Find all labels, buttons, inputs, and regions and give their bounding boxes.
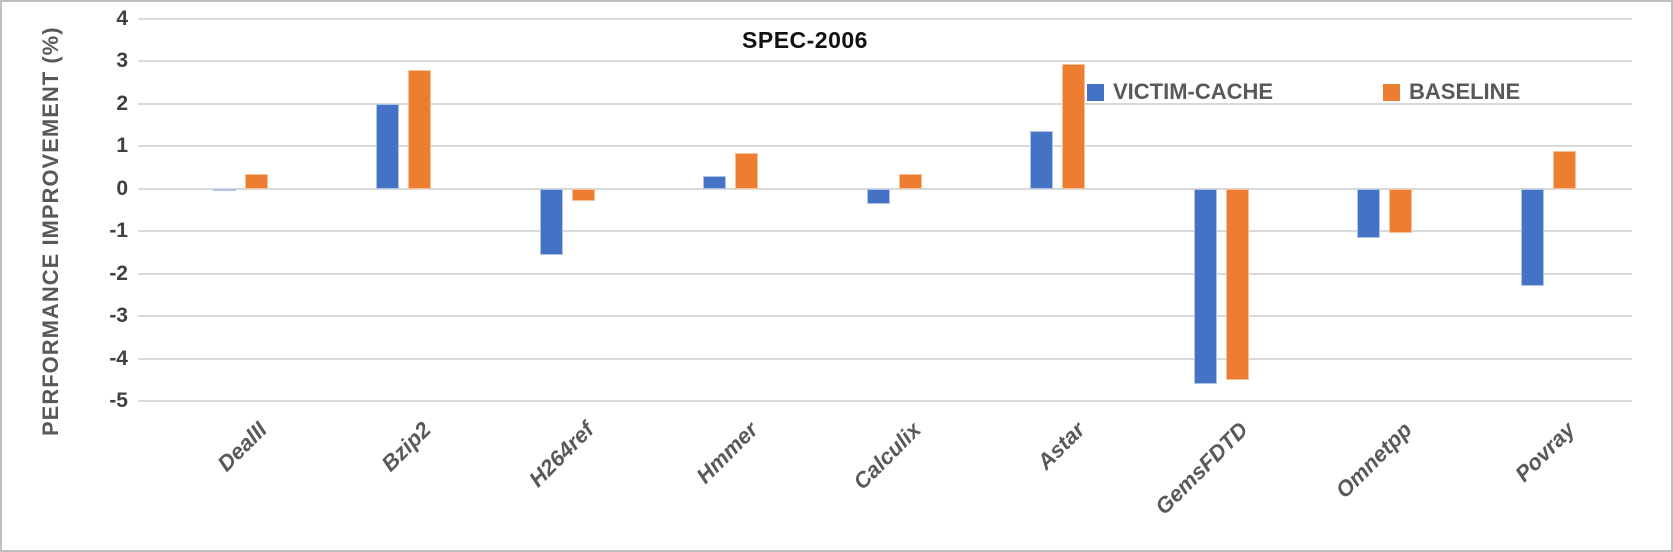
bar-baseline-omnetpp (1389, 188, 1412, 234)
gridline (138, 60, 1632, 63)
legend-label-victim-cache: VICTIM-CACHE (1113, 79, 1274, 104)
x-category-label: Povray (1510, 417, 1580, 487)
gridline (138, 102, 1632, 105)
gridline (138, 315, 1632, 318)
x-category-label: Bzip2 (376, 417, 436, 477)
bar-baseline-dealii (244, 173, 268, 189)
x-category-label: DealII (212, 417, 272, 477)
gridline (138, 272, 1632, 275)
bar-baseline-gemsfdtd (1225, 188, 1249, 380)
y-tick-label: 1 (116, 134, 128, 158)
bar-victim-cache-bzip2 (376, 103, 399, 189)
y-tick-label: -5 (109, 389, 128, 412)
gridline (138, 357, 1632, 360)
bar-baseline-h264ref (571, 188, 595, 202)
x-category-label: Calculix (848, 417, 926, 495)
bar-victim-cache-calculix (866, 188, 890, 204)
y-tick-label: 0 (116, 176, 128, 200)
legend-item-victim-cache: VICTIM-CACHE (1087, 79, 1273, 105)
bar-baseline-bzip2 (408, 69, 431, 189)
x-category-label: H264ref (523, 417, 599, 492)
legend-swatch-victim-cache-icon (1087, 83, 1104, 101)
bar-victim-cache-gemsfdtd (1193, 188, 1217, 384)
bar-victim-cache-dealii (212, 188, 236, 191)
y-tick-label: 4 (116, 7, 128, 30)
y-tick-label: 3 (116, 49, 128, 73)
y-tick-label: -4 (109, 346, 128, 370)
bar-victim-cache-povray (1520, 188, 1544, 287)
bar-baseline-calculix (898, 173, 922, 189)
y-tick-label: -2 (109, 261, 128, 285)
bar-baseline-hmmer (735, 152, 758, 189)
gridline (138, 145, 1632, 148)
bar-baseline-povray (1552, 150, 1576, 189)
legend-label-baseline: BASELINE (1409, 79, 1521, 104)
legend-item-baseline: BASELINE (1383, 79, 1520, 105)
x-category-label: Omnetpp (1330, 417, 1417, 503)
y-tick-label: -1 (109, 219, 128, 243)
x-category-label: Astar (1031, 417, 1090, 475)
gridline (138, 400, 1632, 402)
gridline (138, 18, 1632, 20)
bar-victim-cache-omnetpp (1357, 188, 1380, 238)
y-tick-label: -3 (109, 304, 128, 328)
x-category-label: Hmmer (690, 417, 763, 489)
y-tick-label: 2 (116, 91, 128, 115)
x-category-label: GemsFDTD (1150, 417, 1253, 520)
gridline (138, 230, 1632, 233)
bar-baseline-astar (1062, 63, 1085, 189)
bar-victim-cache-astar (1030, 131, 1053, 189)
bar-victim-cache-hmmer (703, 176, 726, 189)
legend-swatch-baseline-icon (1383, 83, 1400, 101)
chart-title: SPEC-2006 (742, 27, 868, 53)
bar-victim-cache-h264ref (539, 188, 563, 255)
